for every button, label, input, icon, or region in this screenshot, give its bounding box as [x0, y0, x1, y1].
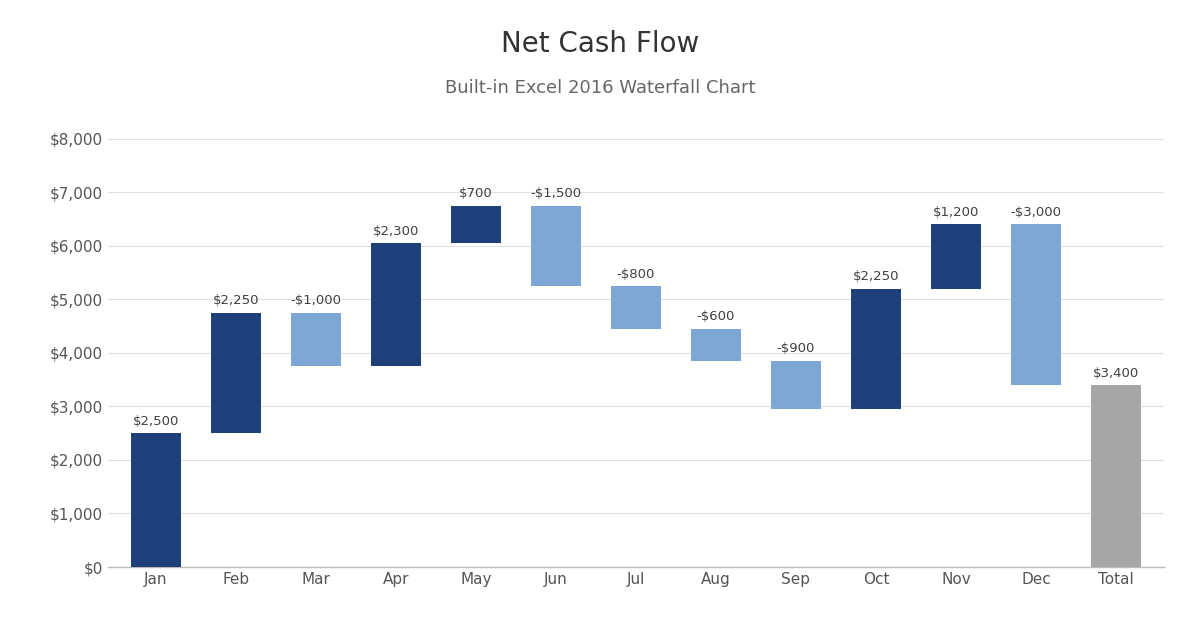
Text: -$800: -$800: [617, 268, 655, 280]
Bar: [1012, 224, 1061, 385]
Text: $2,500: $2,500: [133, 415, 179, 428]
Text: $1,200: $1,200: [932, 206, 979, 219]
Bar: [292, 312, 341, 366]
Text: Built-in Excel 2016 Waterfall Chart: Built-in Excel 2016 Waterfall Chart: [445, 79, 755, 97]
Text: $700: $700: [460, 187, 493, 200]
Bar: [371, 243, 421, 366]
Bar: [611, 286, 661, 329]
Text: Net Cash Flow: Net Cash Flow: [500, 30, 700, 58]
Text: -$3,000: -$3,000: [1010, 206, 1062, 219]
Text: -$600: -$600: [697, 311, 736, 323]
Text: $2,250: $2,250: [853, 270, 899, 283]
Bar: [851, 289, 901, 409]
Bar: [1091, 385, 1141, 567]
Bar: [211, 312, 260, 433]
Bar: [772, 361, 821, 409]
Bar: [931, 224, 980, 289]
Text: $3,400: $3,400: [1093, 367, 1139, 379]
Bar: [532, 205, 581, 286]
Bar: [131, 433, 181, 567]
Bar: [691, 329, 740, 361]
Text: -$1,500: -$1,500: [530, 187, 582, 200]
Text: $2,300: $2,300: [373, 225, 419, 238]
Text: -$900: -$900: [776, 343, 815, 355]
Bar: [451, 205, 500, 243]
Text: -$1,000: -$1,000: [290, 294, 342, 307]
Text: $2,250: $2,250: [212, 294, 259, 307]
